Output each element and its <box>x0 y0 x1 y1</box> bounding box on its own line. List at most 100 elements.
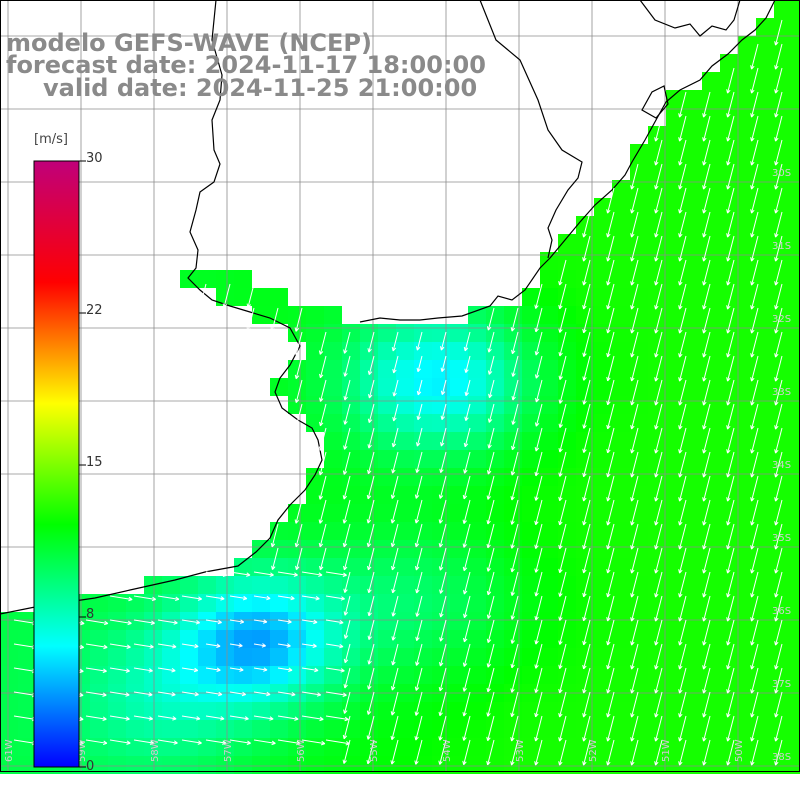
latitude-labels: 30S 31S 32S 33S 34S 35S 36S 37S 38S <box>772 168 791 763</box>
wind-arrow <box>654 619 663 646</box>
wind-arrow <box>85 739 108 746</box>
wind-cell <box>432 504 450 522</box>
wind-cell <box>792 36 800 54</box>
wind-cell <box>576 522 594 540</box>
forecast-date: forecast date: 2024-11-17 18:00:00 <box>6 51 486 79</box>
wind-cell <box>414 738 432 756</box>
wind-cell <box>774 468 792 486</box>
wind-arrow <box>702 379 711 406</box>
wind-arrow <box>702 595 711 622</box>
wind-arrow <box>702 667 711 694</box>
wind-arrow <box>678 235 687 262</box>
wind-cell <box>612 414 630 432</box>
wind-cell <box>414 612 432 630</box>
wind-arrow <box>678 595 687 622</box>
wind-arrow <box>750 115 759 142</box>
wind-cell <box>792 666 800 684</box>
wind-arrow <box>606 451 615 478</box>
wind-cell <box>756 270 774 288</box>
wind-arrow <box>109 643 131 649</box>
wind-cell <box>360 504 378 522</box>
wind-arrow <box>85 643 108 650</box>
wind-arrow <box>750 379 759 406</box>
wind-cell <box>738 180 756 198</box>
wind-cell <box>234 720 252 738</box>
wind-cell <box>540 468 558 486</box>
wind-cell <box>396 324 414 342</box>
wind-cell <box>702 540 720 558</box>
wind-arrow <box>654 379 663 406</box>
wind-arrow <box>774 451 783 478</box>
wind-arrow <box>229 571 251 577</box>
wind-cell <box>792 558 800 576</box>
wind-arrow <box>343 595 351 616</box>
wind-cell <box>18 702 36 720</box>
wind-cell <box>396 522 414 540</box>
wind-cell <box>630 468 648 486</box>
wind-arrow <box>750 331 759 358</box>
wind-cell <box>540 522 558 540</box>
wind-cell <box>684 234 702 252</box>
wind-cell <box>342 720 360 738</box>
wind-cell <box>468 738 486 756</box>
wind-cell <box>378 738 396 756</box>
wind-cell <box>342 594 360 612</box>
wind-cell <box>558 594 576 612</box>
wind-arrow <box>391 547 399 571</box>
wind-cell <box>414 396 432 414</box>
wind-arrow <box>133 667 153 673</box>
wind-arrow <box>750 67 759 94</box>
wind-cell <box>522 450 540 468</box>
wind-arrow <box>558 283 567 310</box>
wind-cell <box>630 234 648 252</box>
wind-arrow <box>726 643 735 670</box>
wind-cell <box>792 270 800 288</box>
wind-cell <box>702 450 720 468</box>
wind-arrow <box>415 427 423 447</box>
wind-cell <box>378 378 396 396</box>
wind-cell <box>288 576 306 594</box>
wind-arrow <box>678 259 687 286</box>
wind-arrow <box>726 715 735 742</box>
wind-cell <box>774 756 792 774</box>
wind-arrow <box>606 283 615 310</box>
wind-arrow <box>582 475 591 502</box>
wind-arrow <box>630 427 639 454</box>
wind-cell <box>540 486 558 504</box>
wind-cell <box>666 594 684 612</box>
wind-cell <box>396 594 414 612</box>
wind-arrow <box>558 499 567 526</box>
wind-cell <box>450 756 468 774</box>
wind-cell <box>558 666 576 684</box>
wind-arrow <box>726 523 735 550</box>
wind-cell <box>630 360 648 378</box>
wind-arrow <box>774 379 783 406</box>
wind-cell <box>702 180 720 198</box>
wind-cell <box>270 648 288 666</box>
wind-arrow <box>702 691 711 718</box>
wind-arrow <box>486 571 495 596</box>
wind-cell <box>594 576 612 594</box>
wind-cell <box>630 576 648 594</box>
wind-cell <box>684 666 702 684</box>
wind-cell <box>216 702 234 720</box>
wind-arrow <box>438 475 447 499</box>
wind-cell <box>396 648 414 666</box>
wind-cell <box>666 234 684 252</box>
wind-cell <box>486 450 504 468</box>
wind-arrow <box>654 163 663 190</box>
wind-cell <box>630 756 648 774</box>
wind-arrow <box>726 211 735 238</box>
wind-arrow <box>750 571 759 598</box>
wind-cell <box>378 486 396 504</box>
wind-arrow <box>392 355 399 374</box>
wind-cell <box>252 594 270 612</box>
wind-arrow <box>654 115 663 142</box>
wind-cell <box>720 468 738 486</box>
wind-arrow <box>415 571 423 594</box>
wind-cell <box>432 756 450 774</box>
wind-arrow <box>534 739 543 766</box>
wind-cell <box>0 630 18 648</box>
wind-cell <box>630 216 648 234</box>
wind-arrow <box>726 163 735 190</box>
